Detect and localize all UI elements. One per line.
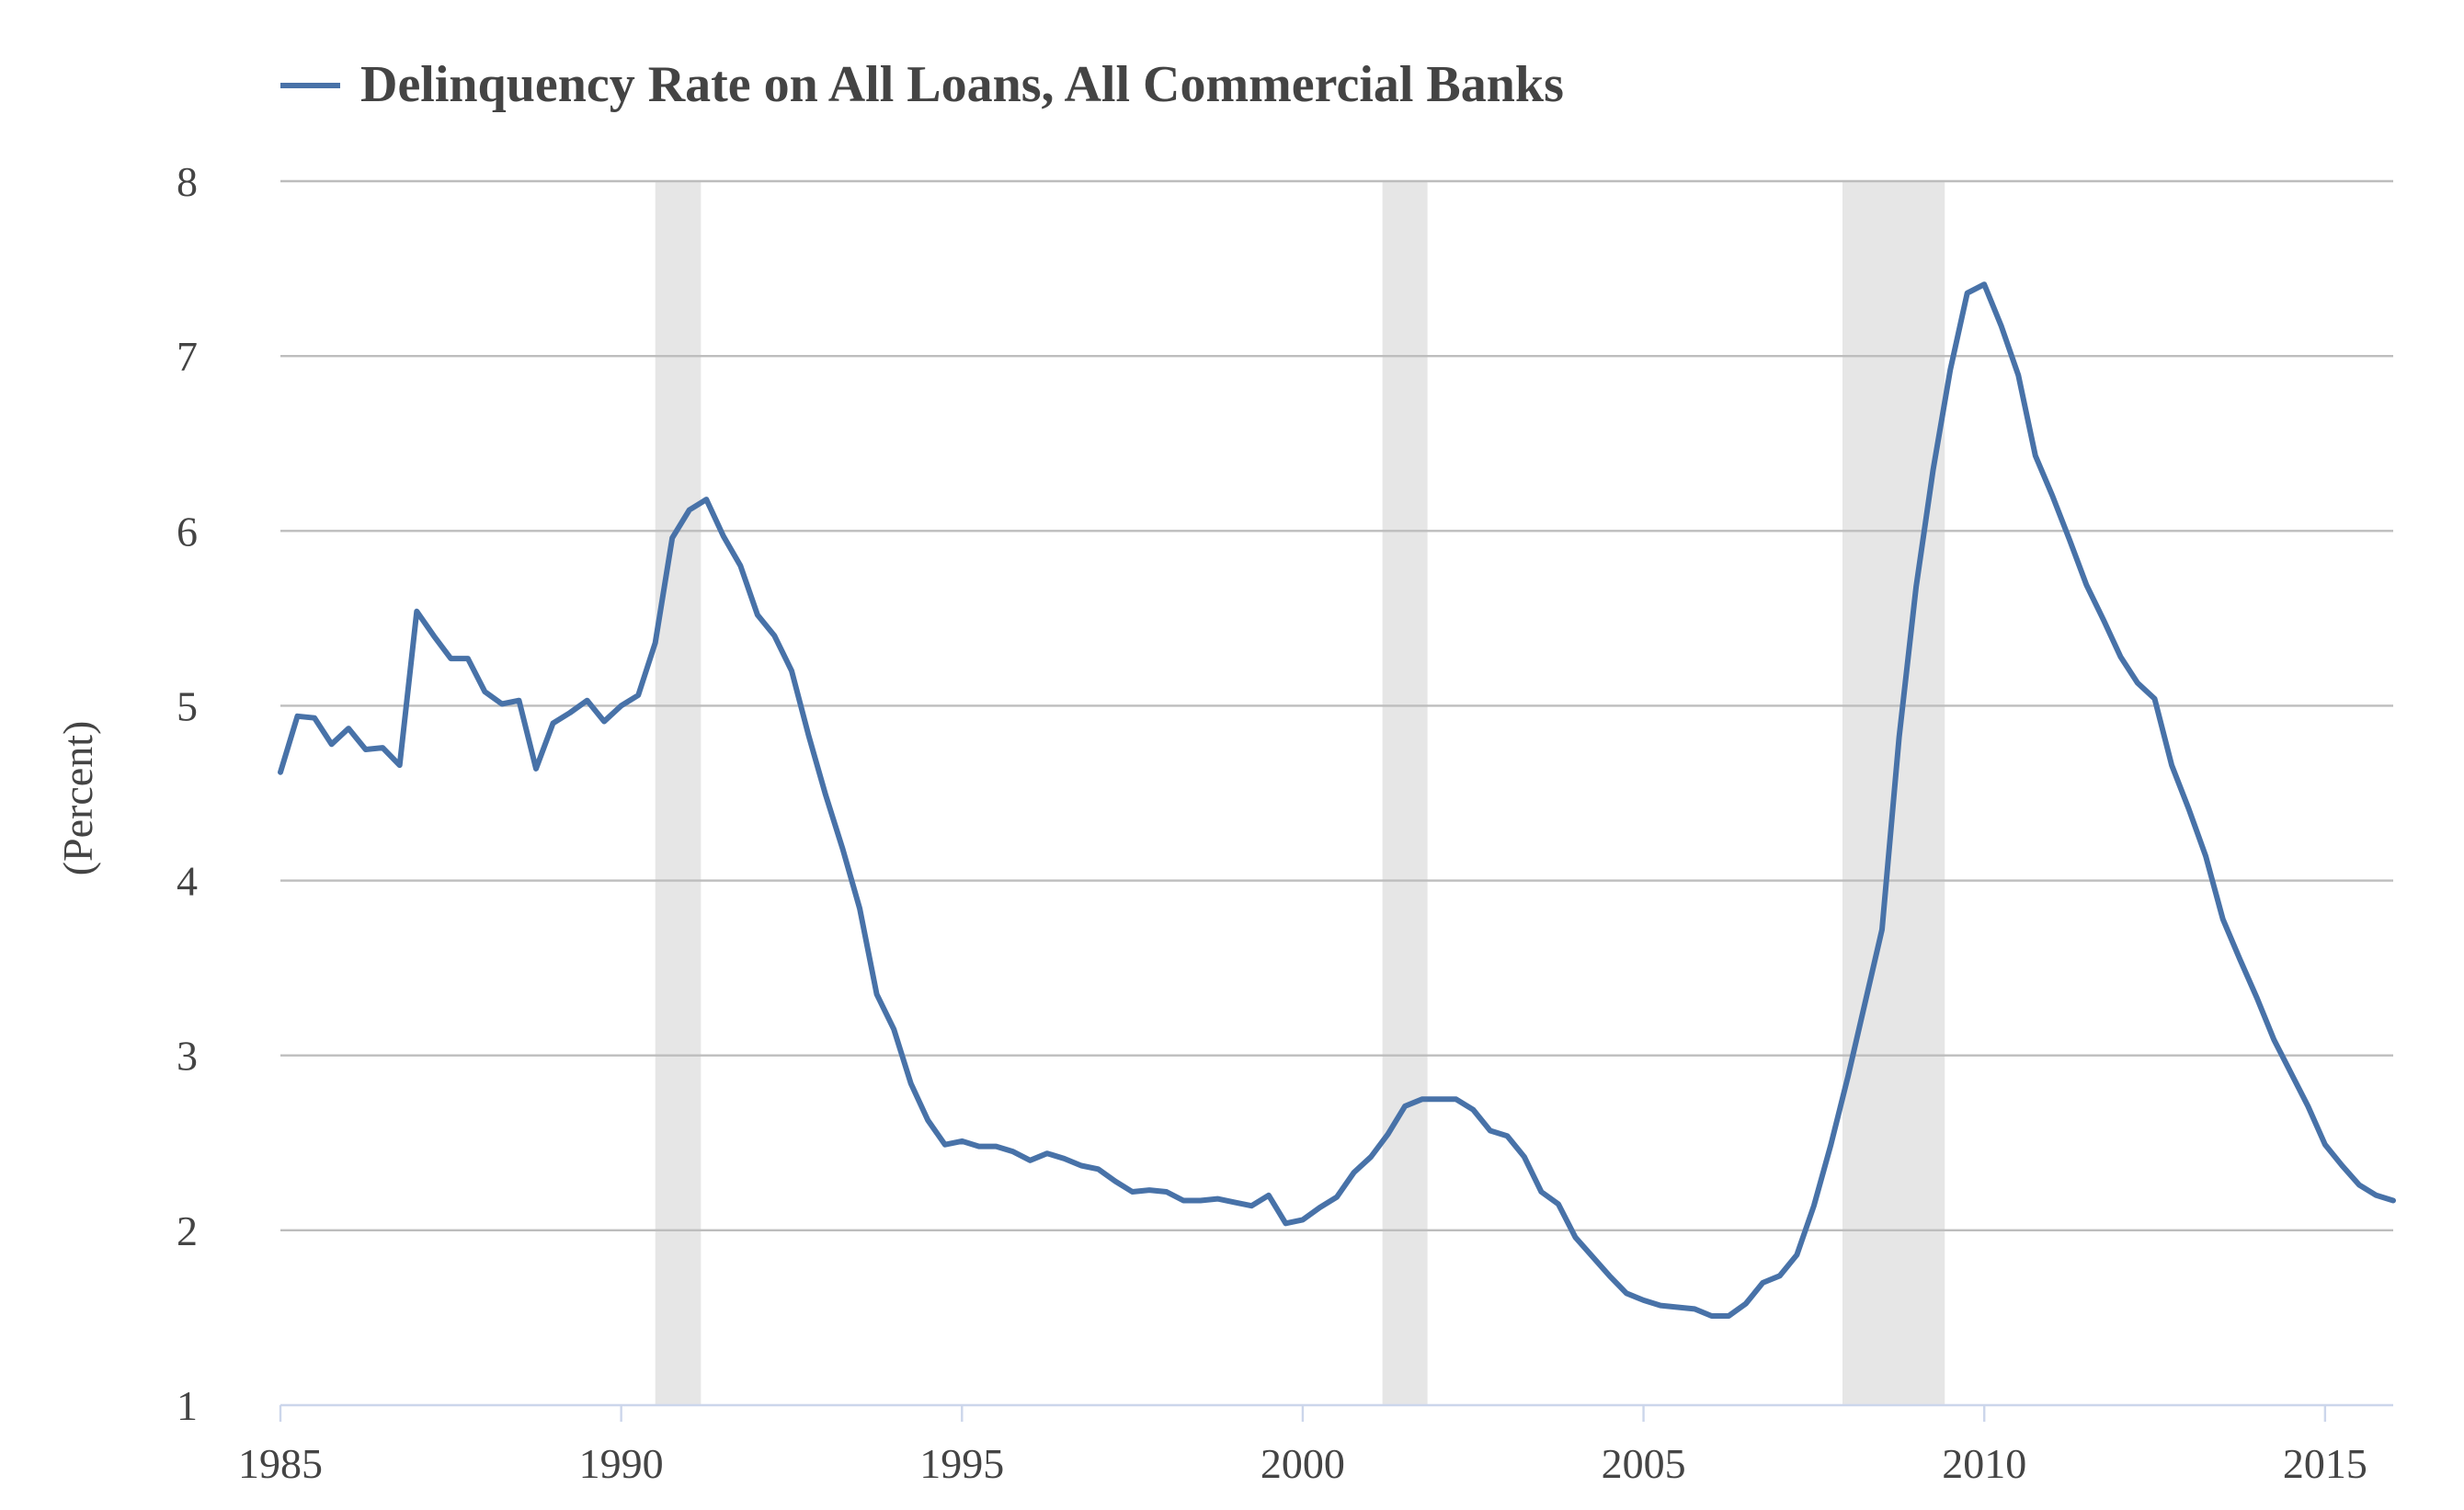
y-tick-label: 2 xyxy=(177,1207,198,1254)
y-tick-label: 4 xyxy=(177,858,198,905)
x-tick-label: 2010 xyxy=(1942,1440,2026,1487)
y-tick-label: 7 xyxy=(177,333,198,380)
y-tick-label: 6 xyxy=(177,508,198,555)
y-tick-labels: 1 2 3 4 5 6 7 8 xyxy=(177,158,198,1429)
x-tick-label: 2000 xyxy=(1261,1440,1345,1487)
y-axis-title: (Percent) xyxy=(54,721,101,876)
y-tick-label: 1 xyxy=(177,1382,198,1429)
x-tick-labels: 1985 1990 1995 2000 2005 2010 2015 xyxy=(238,1440,2367,1487)
y-gridlines xyxy=(280,179,2393,1232)
x-tick-label: 1990 xyxy=(579,1440,664,1487)
y-tick-label: 3 xyxy=(177,1033,198,1080)
recession-band xyxy=(1382,181,1428,1405)
legend[interactable]: Delinquency Rate on All Loans, All Comme… xyxy=(280,56,1564,113)
recession-bands xyxy=(655,181,1945,1405)
y-tick-label: 5 xyxy=(177,682,198,729)
legend-label: Delinquency Rate on All Loans, All Comme… xyxy=(360,56,1564,113)
recession-band xyxy=(655,181,702,1405)
x-tick-label: 2015 xyxy=(2283,1440,2367,1487)
y-tick-label: 8 xyxy=(177,158,198,205)
x-tick-label: 1995 xyxy=(919,1440,1004,1487)
x-axis xyxy=(279,1403,2393,1422)
series-line xyxy=(278,281,2396,1319)
x-tick-label: 2005 xyxy=(1602,1440,1686,1487)
x-tick-label: 1985 xyxy=(238,1440,323,1487)
series-layer xyxy=(278,281,2396,1319)
